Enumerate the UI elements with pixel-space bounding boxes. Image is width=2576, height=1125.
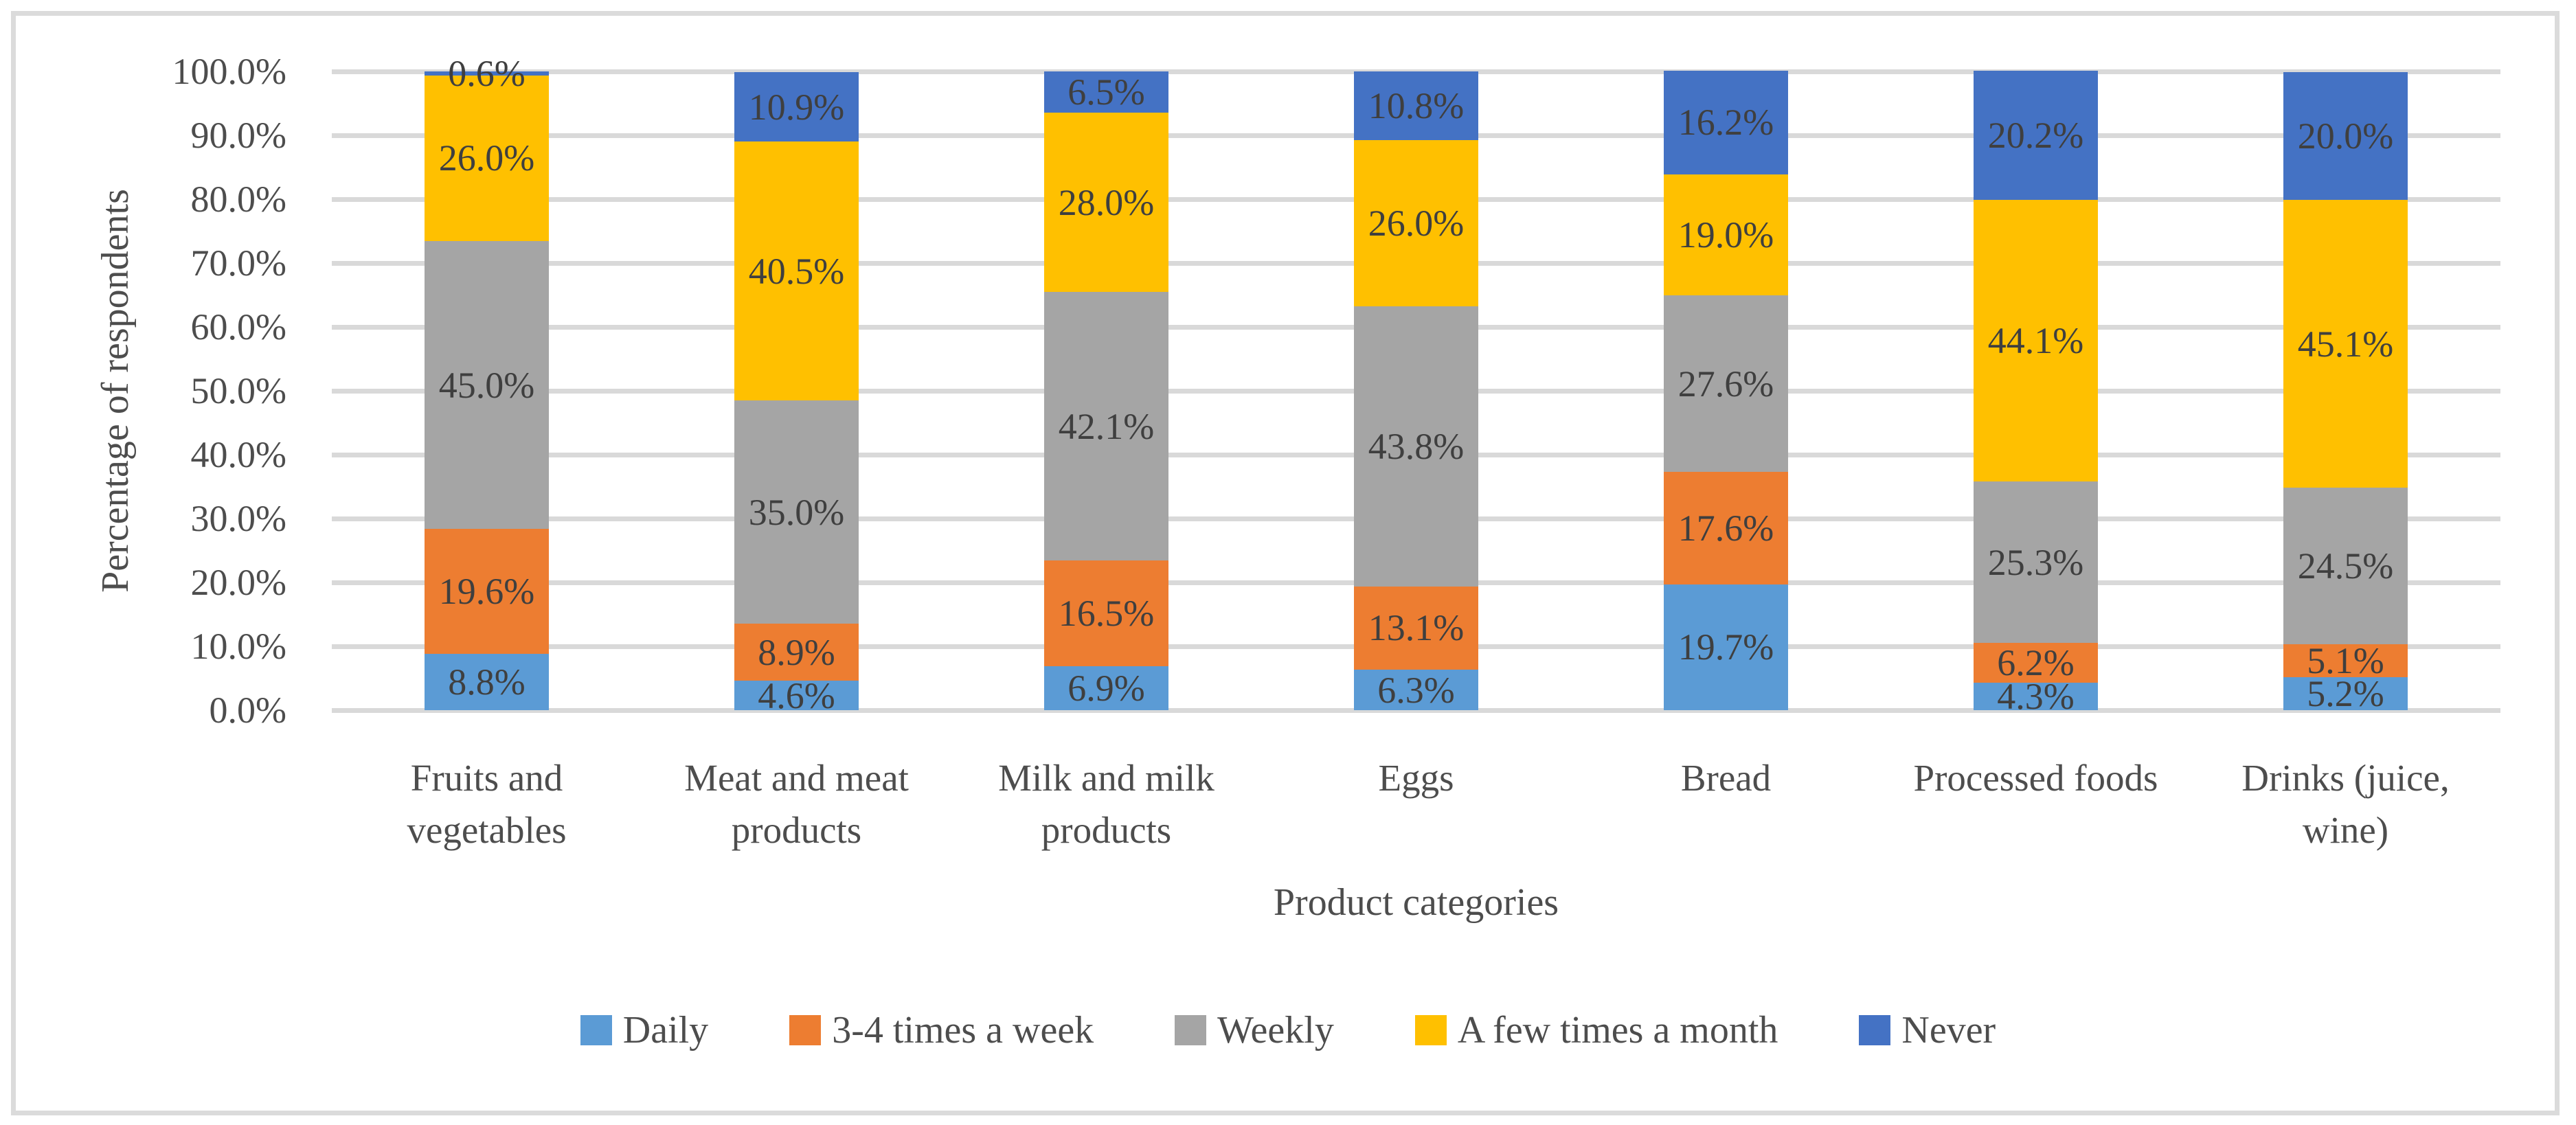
category-label: Bread — [1680, 757, 1772, 799]
legend-item-3-4-times-a-week: 3-4 times a week — [789, 1008, 1094, 1052]
legend-item-never: Never — [1859, 1008, 1996, 1052]
y-tick-label: 0.0% — [209, 690, 286, 731]
legend-label: 3-4 times a week — [832, 1009, 1094, 1052]
legend-swatch-daily — [580, 1015, 612, 1045]
category-label: Processed foods — [1913, 757, 2158, 799]
category-label: Fruits and vegetables — [407, 757, 567, 851]
bar-segment-a-few-times-a-month — [1974, 199, 2098, 482]
legend-swatch-3-4-times-a-week — [789, 1015, 822, 1045]
bar-segment-a-few-times-a-month — [1044, 113, 1168, 292]
bar-segment-a-few-times-a-month — [2283, 199, 2408, 488]
legend-item-a-few-times-a-month: A few times a month — [1414, 1008, 1778, 1052]
bar-segment-daily — [1044, 666, 1168, 710]
category-label: Milk and milk products — [998, 757, 1214, 851]
bar-segment-a-few-times-a-month — [425, 75, 549, 242]
bar-segment-weekly — [1974, 481, 2098, 644]
bar-segment-daily — [1354, 670, 1478, 710]
y-tick-label: 50.0% — [190, 370, 286, 411]
bar-segment-never — [2283, 71, 2408, 200]
chart-frame-border — [11, 11, 2560, 1115]
y-tick-label: 20.0% — [190, 562, 286, 603]
bar-segment-daily — [1664, 584, 1788, 710]
bar-segment-never — [425, 71, 549, 76]
bar-segment-daily — [2283, 677, 2408, 710]
y-tick-label: 40.0% — [190, 434, 286, 475]
bar-segment-a-few-times-a-month — [1664, 174, 1788, 296]
bar-segment-3-4-times-a-week — [1354, 586, 1478, 670]
bar-segment-3-4-times-a-week — [425, 528, 549, 655]
category-label: Eggs — [1378, 757, 1454, 799]
bar-segment-a-few-times-a-month — [1354, 140, 1478, 307]
legend-label: Never — [1901, 1009, 1996, 1052]
y-tick-label: 60.0% — [190, 306, 286, 348]
y-tick-label: 80.0% — [190, 179, 286, 220]
bar-segment-3-4-times-a-week — [2283, 644, 2408, 677]
y-tick-label: 10.0% — [190, 626, 286, 667]
legend: Daily 3-4 times a week Weekly A few times a… — [0, 1008, 2576, 1052]
bar-segment-3-4-times-a-week — [1974, 643, 2098, 683]
legend-swatch-weekly — [1175, 1015, 1207, 1045]
bar-segment-weekly — [425, 241, 549, 529]
bar-segment-daily — [734, 681, 859, 710]
legend-label: Daily — [622, 1009, 709, 1052]
bar-segment-never — [734, 71, 859, 142]
bar-segment-weekly — [2283, 488, 2408, 645]
bar-segment-weekly — [1044, 291, 1168, 561]
legend-swatch-never — [1859, 1015, 1891, 1045]
legend-swatch-a-few-times-a-month — [1414, 1015, 1447, 1045]
bar-segment-never — [1044, 71, 1168, 113]
bar-segment-never — [1974, 71, 2098, 200]
bar-segment-weekly — [1354, 306, 1478, 587]
bar-segment-weekly — [734, 400, 859, 624]
y-tick-label: 70.0% — [190, 242, 286, 284]
legend-label: A few times a month — [1457, 1009, 1778, 1052]
legend-item-daily: Daily — [580, 1008, 708, 1052]
category-label: Meat and meat products — [684, 757, 909, 851]
bar-segment-weekly — [1664, 295, 1788, 473]
y-tick-label: 100.0% — [172, 51, 286, 92]
y-tick-label: 90.0% — [190, 115, 286, 156]
bar-segment-3-4-times-a-week — [1664, 472, 1788, 584]
bar-segment-daily — [1974, 683, 2098, 710]
gridline — [332, 707, 2500, 713]
y-tick-label: 30.0% — [190, 498, 286, 539]
bar-segment-never — [1664, 71, 1788, 174]
x-axis-title: Product categories — [1273, 881, 1559, 924]
bar-segment-3-4-times-a-week — [1044, 560, 1168, 666]
legend-label: Weekly — [1217, 1009, 1334, 1052]
category-label: Drinks (juice, wine) — [2241, 757, 2450, 851]
bar-segment-a-few-times-a-month — [734, 141, 859, 400]
bar-segment-never — [1354, 71, 1478, 141]
bar-segment-3-4-times-a-week — [734, 624, 859, 681]
legend-item-weekly: Weekly — [1175, 1008, 1334, 1052]
bar-segment-daily — [425, 654, 549, 710]
